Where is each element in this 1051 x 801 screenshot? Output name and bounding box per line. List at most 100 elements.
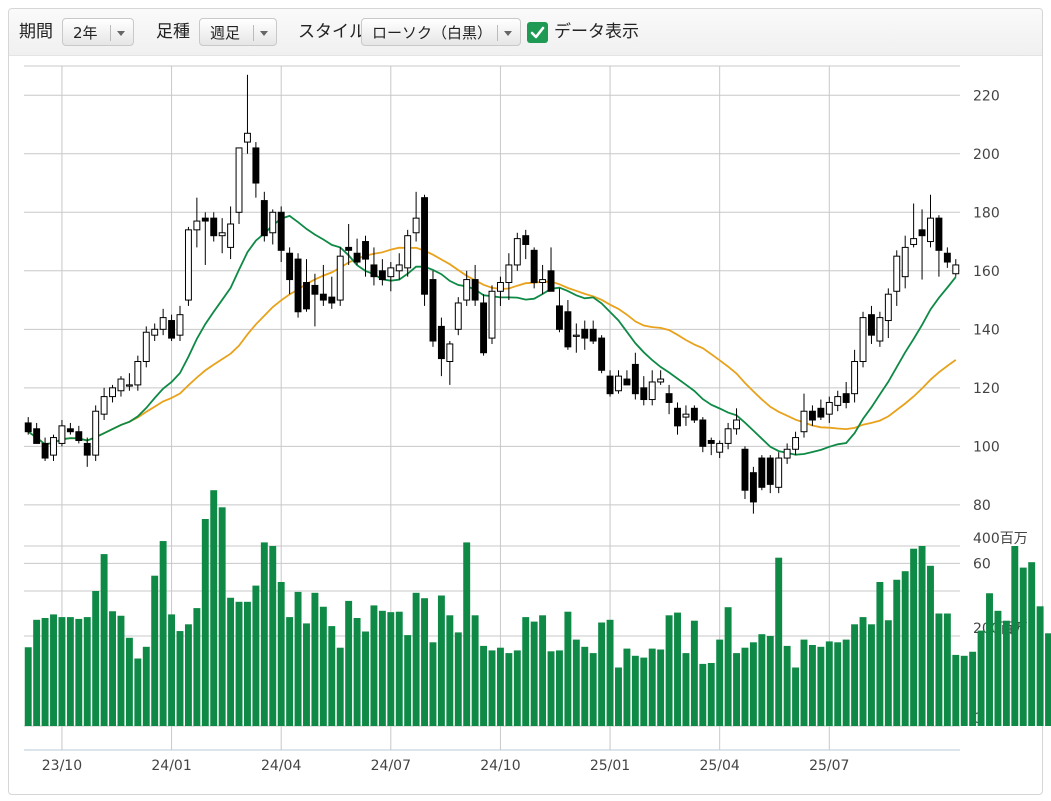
candle-body: [657, 378, 665, 383]
period-value: 2年: [73, 24, 98, 42]
candle-body: [480, 302, 488, 354]
candle-body: [707, 439, 715, 444]
interval-dropdown-separator: [253, 25, 254, 41]
volume-bar: [556, 650, 563, 726]
candle-body: [446, 343, 454, 362]
volume-bar: [33, 619, 41, 726]
volume-bar: [66, 617, 74, 726]
candle-body: [530, 249, 538, 284]
candle-body: [421, 197, 428, 295]
candle-body: [665, 393, 673, 403]
volume-bar: [58, 617, 66, 726]
volume-bar: [395, 611, 403, 726]
candle-body: [690, 407, 698, 421]
candle-body: [834, 396, 842, 406]
candle-body: [539, 279, 547, 284]
volume-bar: [994, 610, 1002, 726]
volume-bar: [421, 598, 428, 726]
chevron-down-icon: [260, 31, 268, 36]
volume-bar: [530, 621, 538, 726]
candle-body: [876, 317, 884, 342]
candle-body: [749, 472, 757, 503]
candle-body: [235, 147, 243, 213]
volume-bar: [286, 617, 294, 726]
candle-body: [50, 437, 57, 456]
candle-body: [631, 363, 639, 395]
data-display-checkbox[interactable]: [527, 22, 548, 43]
candle-body: [218, 232, 226, 237]
volume-bar: [741, 647, 749, 726]
volume-bar: [41, 618, 49, 726]
volume-bar: [303, 623, 310, 726]
candle-body: [227, 223, 235, 248]
volume-bar: [505, 653, 513, 726]
volume-bar: [893, 579, 901, 726]
candle-body: [412, 217, 420, 234]
volume-bar: [960, 655, 968, 726]
volume-bar: [623, 648, 631, 726]
candle-body: [606, 375, 614, 395]
candle-body: [176, 314, 184, 336]
candle-body: [615, 375, 622, 392]
interval-label: 足種: [156, 22, 190, 42]
candle-body: [260, 200, 268, 237]
candle-body: [513, 238, 521, 266]
interval-dropdown[interactable]: 週足: [199, 18, 277, 46]
candle-body: [362, 241, 369, 260]
period-dropdown[interactable]: 2年: [62, 18, 134, 46]
volume-bar: [277, 582, 285, 726]
candle-body: [884, 293, 892, 322]
volume-bar: [969, 651, 977, 726]
volume-bar: [454, 632, 462, 726]
price-tick-label: 160: [973, 264, 1000, 280]
candle-body: [522, 235, 530, 245]
volume-bar: [927, 565, 934, 726]
candle-body: [463, 279, 471, 301]
candle-body: [66, 428, 74, 433]
price-tick-label: 140: [973, 322, 1000, 338]
volume-bar: [749, 642, 757, 726]
volume-bar: [496, 647, 504, 726]
volume-bar: [868, 624, 875, 726]
time-tick-label: 24/07: [371, 758, 411, 774]
candle-body: [311, 284, 319, 295]
candle-body: [640, 387, 648, 401]
candle-body: [117, 378, 125, 392]
volume-bar: [943, 613, 951, 726]
volume-bar: [235, 601, 243, 726]
candle-body: [927, 217, 934, 243]
style-label: スタイル: [298, 22, 366, 42]
volume-bar: [842, 639, 850, 726]
volume-bar: [1011, 546, 1019, 726]
volume-bar: [615, 667, 622, 726]
candle-body: [151, 328, 159, 336]
period-dropdown-separator: [110, 25, 111, 41]
style-dropdown[interactable]: ローソク（白黒）: [361, 18, 521, 46]
volume-bar: [134, 658, 142, 726]
volume-bar: [100, 554, 108, 726]
candle-body: [935, 217, 943, 251]
candle-body: [901, 246, 909, 278]
candle-body: [454, 302, 462, 330]
candle-body: [868, 314, 875, 336]
volume-bar: [117, 615, 125, 726]
style-value: ローソク（白黒）: [372, 24, 493, 42]
volume-bar: [910, 548, 918, 726]
volume-bar: [336, 647, 344, 726]
volume-bar: [834, 642, 842, 726]
candle-body: [58, 425, 66, 444]
candle-body: [952, 264, 960, 275]
volume-bar: [151, 575, 159, 726]
period-label: 期間: [19, 22, 53, 42]
candle-body: [336, 255, 344, 301]
volume-tick-label: 400百万: [973, 531, 1028, 547]
volume-bar: [387, 612, 395, 726]
candle-body: [808, 410, 816, 421]
candle-body: [201, 217, 209, 222]
time-tick-label: 25/04: [699, 758, 739, 774]
price-tick-label: 220: [973, 88, 1000, 104]
candle-body: [488, 290, 496, 339]
candle-body: [345, 246, 353, 251]
volume-bar: [294, 591, 302, 726]
volume-bar: [260, 542, 268, 726]
